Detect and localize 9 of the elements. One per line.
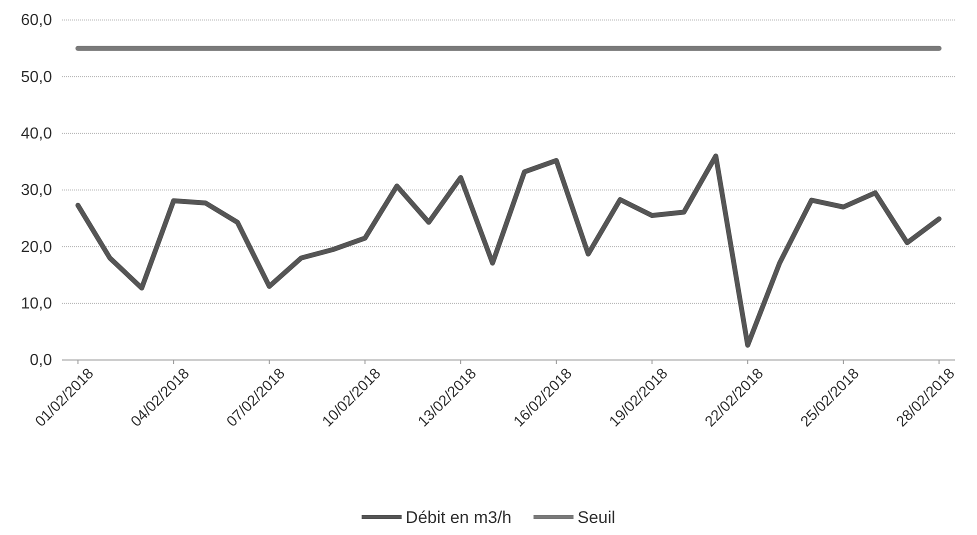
- legend-label: Seuil: [578, 508, 616, 527]
- y-tick-label: 0,0: [30, 352, 52, 370]
- y-tick-label: 20,0: [20, 238, 52, 256]
- y-tick-label: 60,0: [20, 12, 52, 30]
- y-tick-label: 50,0: [20, 68, 52, 86]
- legend-label: Débit en m3/h: [406, 508, 512, 527]
- y-tick-label: 40,0: [20, 125, 52, 142]
- y-tick-label: 30,0: [20, 182, 52, 200]
- y-tick-label: 10,0: [20, 295, 52, 312]
